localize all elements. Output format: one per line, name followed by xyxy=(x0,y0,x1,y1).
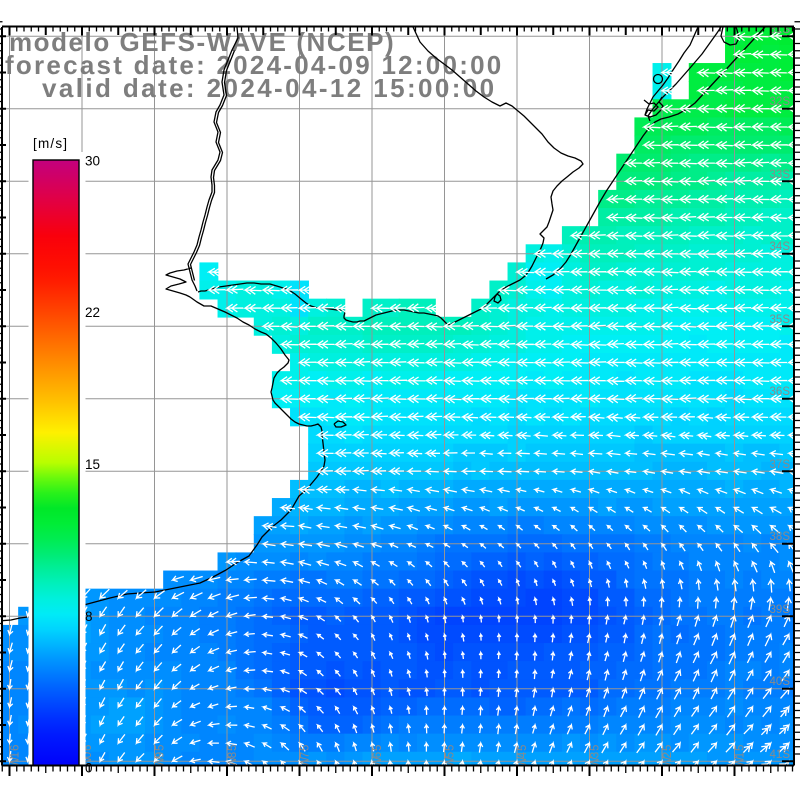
svg-text:35S: 35S xyxy=(770,314,791,326)
svg-text:39S: 39S xyxy=(770,604,791,616)
svg-text:5: 5 xyxy=(445,745,457,751)
svg-text:W: W xyxy=(662,757,674,768)
svg-text:W: W xyxy=(735,757,747,768)
svg-text:0: 0 xyxy=(82,752,94,758)
svg-text:38S: 38S xyxy=(770,531,791,543)
svg-text:W: W xyxy=(445,757,457,768)
svg-text:modelo GEFS-WAVE (NCEP): modelo GEFS-WAVE (NCEP) xyxy=(9,27,395,57)
svg-text:3: 3 xyxy=(590,752,602,758)
svg-text:W: W xyxy=(590,757,602,768)
svg-text:37S: 37S xyxy=(770,459,791,471)
svg-text:6: 6 xyxy=(82,745,94,751)
svg-text:2: 2 xyxy=(662,752,674,758)
svg-text:5: 5 xyxy=(590,745,602,751)
svg-text:valid date: 2024-04-12 15:00:0: valid date: 2024-04-12 15:00:00 xyxy=(42,73,497,103)
svg-text:5: 5 xyxy=(227,745,239,751)
svg-text:W: W xyxy=(227,757,239,768)
svg-text:W: W xyxy=(517,757,529,768)
svg-text:31S: 31S xyxy=(770,24,791,36)
svg-text:5: 5 xyxy=(445,752,457,758)
svg-text:W: W xyxy=(155,757,167,768)
svg-text:6: 6 xyxy=(372,752,384,758)
svg-text:5: 5 xyxy=(735,745,747,751)
svg-text:15: 15 xyxy=(85,457,100,472)
svg-text:33S: 33S xyxy=(770,169,791,181)
svg-text:[m/s]: [m/s] xyxy=(33,136,68,151)
svg-text:32S: 32S xyxy=(770,96,791,108)
svg-text:W: W xyxy=(10,757,22,768)
svg-text:8: 8 xyxy=(85,609,93,624)
svg-text:7: 7 xyxy=(300,752,312,758)
svg-text:40S: 40S xyxy=(770,676,791,688)
svg-text:41S: 41S xyxy=(770,749,791,761)
svg-text:34S: 34S xyxy=(770,241,791,253)
svg-text:forecast date: 2024-04-09 12:0: forecast date: 2024-04-09 12:00:00 xyxy=(5,50,504,80)
svg-text:22: 22 xyxy=(85,305,100,320)
svg-text:36S: 36S xyxy=(770,386,791,398)
svg-text:W: W xyxy=(300,757,312,768)
svg-text:8: 8 xyxy=(227,752,239,758)
svg-text:4: 4 xyxy=(517,751,529,758)
svg-text:5: 5 xyxy=(517,745,529,751)
svg-text:1: 1 xyxy=(10,752,22,758)
svg-text:5: 5 xyxy=(372,745,384,751)
svg-text:W: W xyxy=(82,757,94,768)
svg-text:5: 5 xyxy=(155,745,167,751)
svg-text:1: 1 xyxy=(735,752,747,758)
svg-text:W: W xyxy=(372,757,384,768)
svg-text:5: 5 xyxy=(300,745,312,751)
svg-text:9: 9 xyxy=(155,752,167,758)
svg-text:30: 30 xyxy=(85,154,100,169)
svg-text:6: 6 xyxy=(10,745,22,751)
svg-text:5: 5 xyxy=(662,745,674,751)
